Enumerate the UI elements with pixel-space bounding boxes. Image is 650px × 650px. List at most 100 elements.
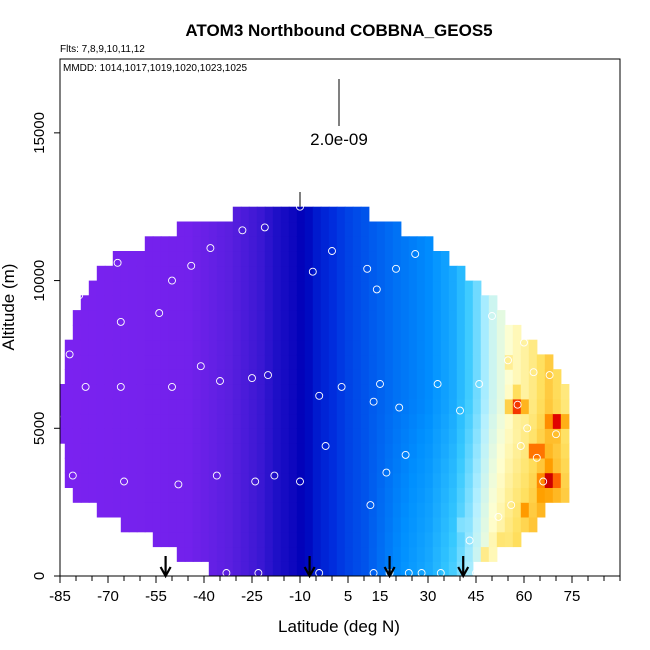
field-cell [136,324,146,341]
field-cell [280,443,290,459]
field-cell [400,295,410,311]
field-cell [296,236,306,252]
field-cell [216,516,226,533]
field-cell [408,310,418,326]
field-cell [272,561,282,576]
field-cell [416,457,426,474]
field-cell [216,472,226,488]
field-cell [312,354,322,370]
field-cell [416,280,426,296]
field-cell [216,221,226,237]
sample-point [75,291,84,300]
field-cell [376,310,386,326]
field-cell [536,502,546,518]
field-cell [376,384,386,400]
field-cell [248,428,258,444]
field-cell [336,487,346,503]
field-cell [208,487,218,503]
field-cell [168,516,178,533]
field-cell [360,487,370,503]
field-cell [96,443,106,459]
field-cell [296,251,306,267]
field-cell [496,443,506,459]
field-cell [96,413,106,429]
field-cell [144,428,154,444]
field-cell [200,413,210,429]
field-cell [288,457,298,474]
field-cell [424,428,434,444]
x-tick-label: 45 [468,588,485,605]
field-cell [176,516,186,533]
sample-point [465,536,474,545]
field-cell [384,428,394,444]
field-cell [256,354,266,370]
field-cell [96,324,106,341]
field-cell [104,472,114,488]
field-cell [272,443,282,459]
field-cell [504,531,514,548]
y-tick-label: 0 [31,572,48,580]
field-cell [136,428,146,444]
sample-point [68,471,77,480]
field-cell [288,251,298,267]
field-cell [480,310,490,326]
field-cell [344,546,354,562]
field-cell [320,561,330,576]
sample-point [488,312,496,320]
field-cell [136,516,146,533]
field-cell [264,443,274,459]
field-cell [464,561,474,576]
field-cell [384,265,394,282]
field-cell [104,324,114,341]
field-cell [248,546,258,562]
field-cell [288,310,298,326]
field-cell [128,280,138,296]
sample-point [222,569,231,576]
field-cell [368,324,378,341]
field-cell [60,428,66,444]
field-cell [248,310,258,326]
field-cell [440,516,450,533]
field-cell [336,428,346,444]
field-cell [320,221,330,237]
field-cell [352,369,362,385]
sample-point [168,382,176,391]
field-cell [144,295,154,311]
field-cell [264,516,274,533]
field-cell [528,516,538,533]
field-cell [328,310,338,326]
field-cell [192,384,202,400]
field-cell [408,369,418,385]
field-cell [424,339,434,356]
field-cell [240,457,250,474]
field-cell [344,221,354,237]
sample-point [315,569,324,576]
field-cell [200,280,210,296]
field-cell [264,324,274,341]
field-cell [336,265,346,282]
field-cell [240,221,250,237]
field-cell [120,384,130,400]
field-cell [448,516,458,533]
field-cell [168,324,178,341]
field-cell [176,457,186,474]
field-cell [352,265,362,282]
field-cell [320,443,330,459]
field-cell [168,265,178,282]
field-cell [296,502,306,518]
field-cell [392,531,402,548]
field-cell [272,354,282,370]
field-cell [80,324,90,341]
field-cell [392,339,402,356]
field-cell [280,413,290,429]
field-cell [224,443,234,459]
field-cell [176,472,186,488]
field-cell [224,236,234,252]
field-cell [536,369,546,385]
field-cell [208,236,218,252]
field-cell [224,561,234,576]
field-cell [400,339,410,356]
field-cell [176,369,186,385]
field-cell [440,339,450,356]
field-cell [440,443,450,459]
